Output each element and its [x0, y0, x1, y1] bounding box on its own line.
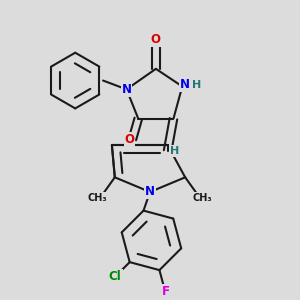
Text: CH₃: CH₃ — [193, 193, 213, 203]
Text: N: N — [180, 79, 190, 92]
Text: F: F — [162, 285, 170, 298]
Text: O: O — [124, 133, 134, 146]
Text: N: N — [145, 185, 155, 199]
Text: H: H — [192, 80, 201, 90]
Text: N: N — [122, 83, 131, 96]
Text: Cl: Cl — [109, 270, 122, 283]
Text: CH₃: CH₃ — [87, 193, 107, 203]
Text: O: O — [151, 33, 161, 46]
Text: H: H — [170, 146, 179, 156]
